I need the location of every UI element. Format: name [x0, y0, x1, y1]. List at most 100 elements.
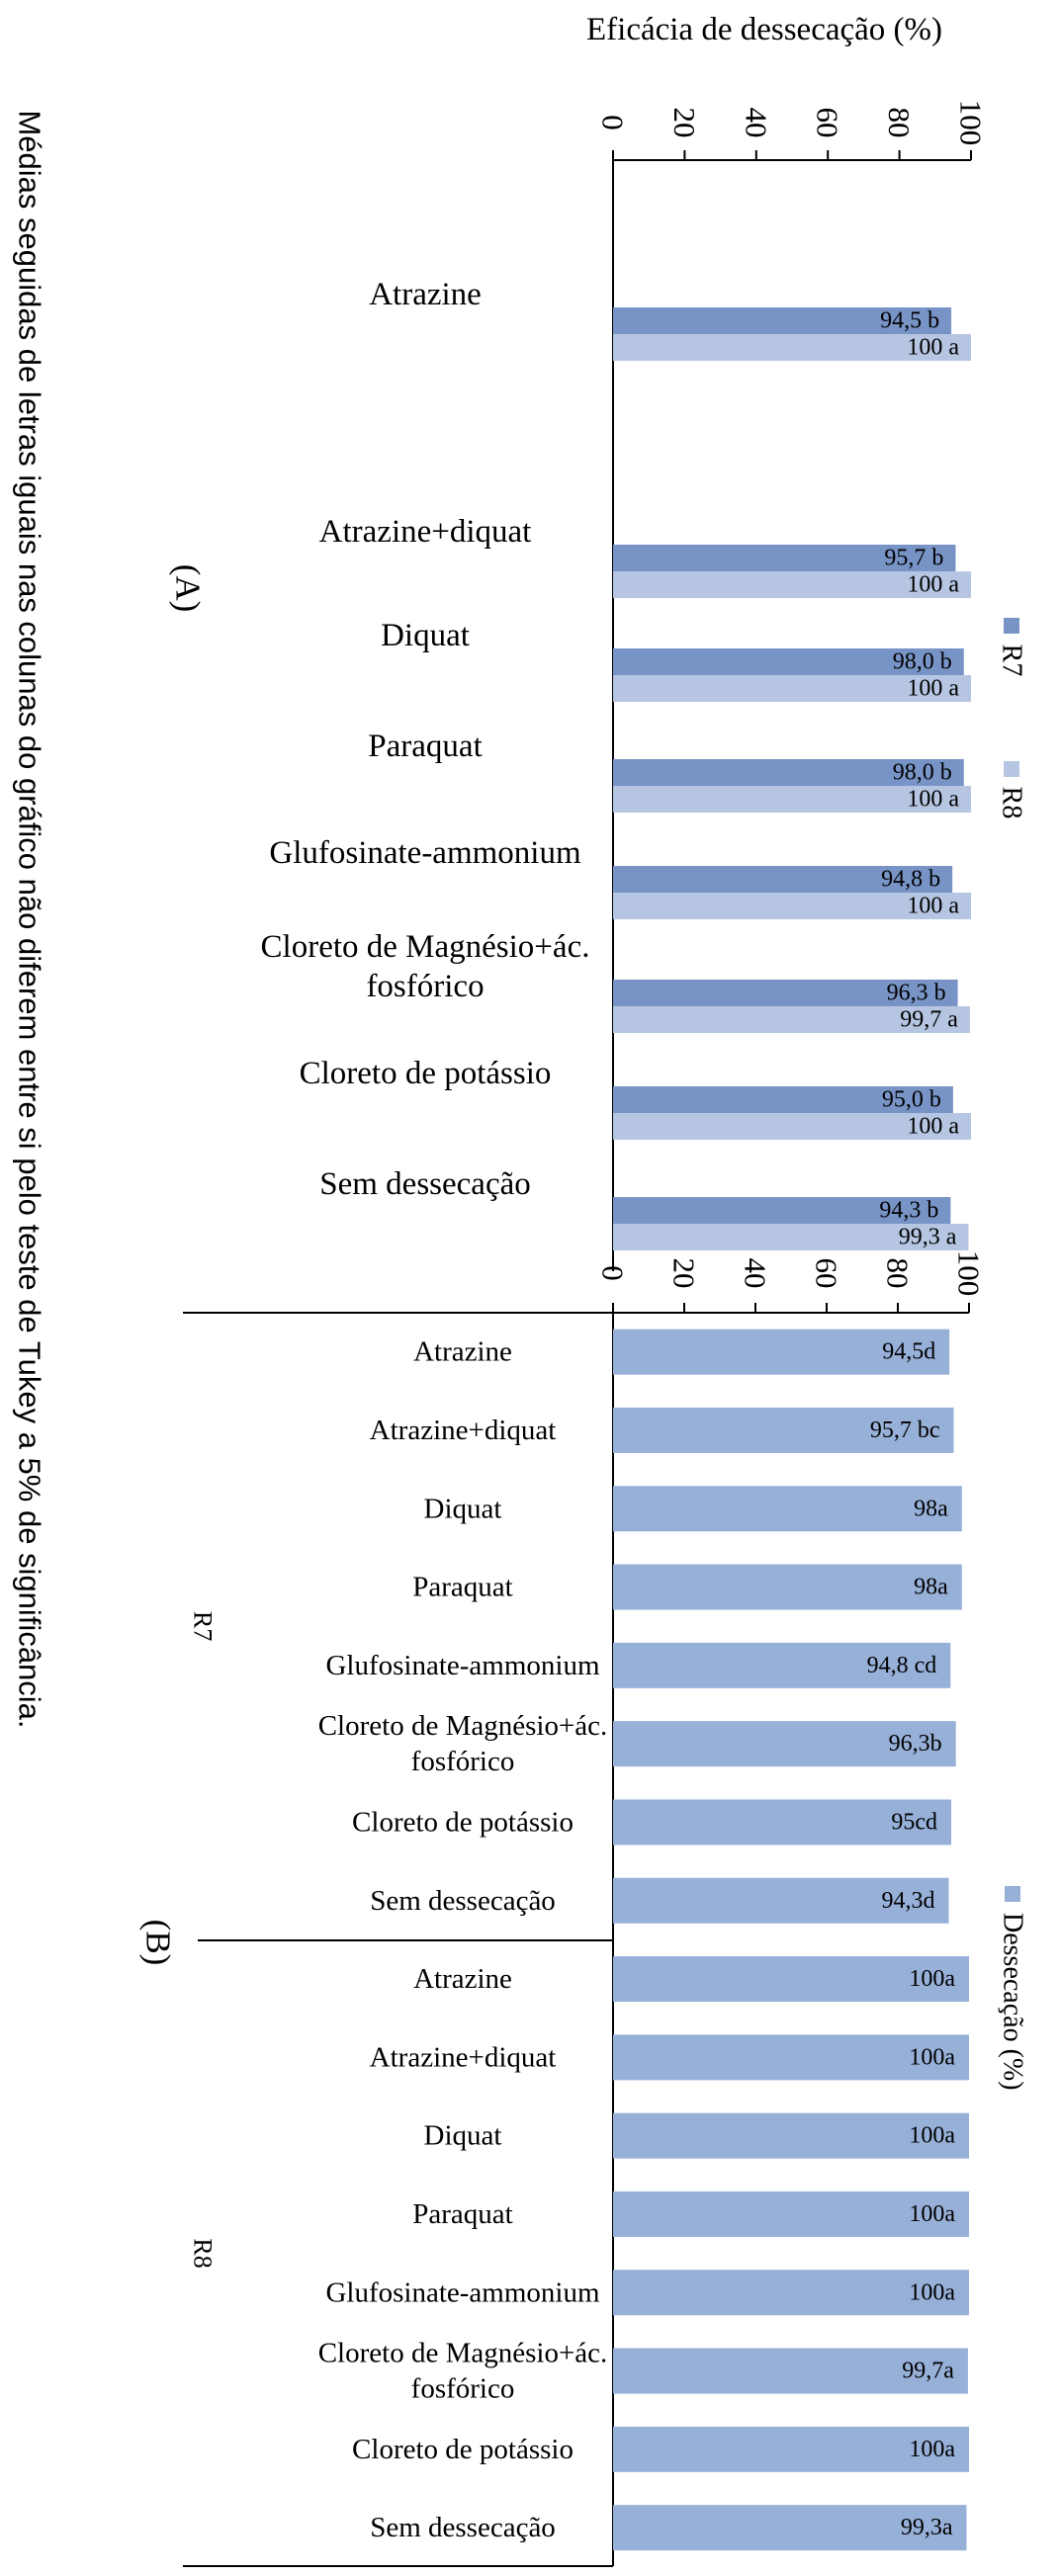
- panel-b-category-label: Cloreto de Magnésio+ác.: [318, 2338, 608, 2369]
- panel-b-data-label-r7: 96,3b: [889, 1731, 942, 1757]
- panel-b-tick-label: 20: [667, 1258, 702, 1289]
- panel-a-data-label-r7: 95,7 b: [884, 546, 943, 571]
- panel-a-data-label-r8: 99,3 a: [899, 1225, 957, 1250]
- panel-b-data-label-r8: 99,7a: [902, 2359, 954, 2384]
- panel-b-data-label-r7: 94,3d: [881, 1888, 934, 1914]
- panel-b-tick-label: 80: [881, 1258, 916, 1289]
- panel-a-data-label-r8: 100 a: [907, 787, 959, 813]
- panel-b-data-label-r7: 95cd: [891, 1809, 937, 1835]
- panel-a-data-label-r7: 96,3 b: [887, 981, 946, 1006]
- panel-a-category-label: Cloreto de Magnésio+ác.: [261, 929, 590, 965]
- panel-a-tick-label: 0: [596, 115, 631, 130]
- panel-b-chart: 0 20 40 60 80 100 (B) 94,5d Atrazine 95,7 bc Atraz…: [139, 1250, 1028, 2567]
- panel-a-tick-label: 100: [954, 100, 989, 146]
- legend-dessecacao-swatch: [1005, 1886, 1020, 1902]
- panel-a-bar-r7: [613, 759, 964, 786]
- panel-a-category-label: fosfórico: [366, 969, 484, 1004]
- panel-a-bar-r7: [613, 307, 952, 334]
- panel-a-bar-r8: [613, 675, 971, 702]
- panel-a-data-label-r7: 94,3 b: [879, 1198, 938, 1224]
- panel-b-bar-r8: [613, 1956, 969, 2003]
- panel-a-data-label-r8: 100 a: [907, 572, 959, 598]
- panel-b-category-label: Cloreto de Magnésio+ác.: [318, 1710, 608, 1742]
- panel-b-data-label-r8: 100a: [909, 1966, 955, 1992]
- panel-b-bar-r7: [613, 1799, 951, 1846]
- panel-b-tick-label: 0: [596, 1265, 631, 1281]
- panel-b-category-label: Atrazine: [413, 1336, 512, 1368]
- panel-a-data-label-r7: 94,5 b: [880, 308, 939, 334]
- panel-a-bar-r8: [613, 571, 971, 598]
- panel-a-bar-r7: [613, 545, 956, 571]
- panel-b-label: (B): [139, 1920, 178, 1966]
- significance-note: Médias seguidas de letras iguais nas col…: [13, 110, 47, 1728]
- legend-dessecacao-label: Dessecação (%): [998, 1913, 1028, 2091]
- panel-b-category-label: fosfórico: [411, 2373, 515, 2405]
- panel-b-tick-label: 60: [810, 1258, 844, 1289]
- panel-b-category-label: Cloreto de potássio: [352, 2434, 574, 2465]
- panel-b-data-label-r7: 95,7 bc: [870, 1417, 940, 1443]
- panel-b-data-label-r8: 100a: [909, 2279, 955, 2305]
- panel-a-tick-label: 60: [811, 108, 845, 138]
- legend-r7-swatch: [1004, 618, 1019, 634]
- panel-b-bar-r7: [613, 1564, 962, 1610]
- panel-a-category-label: Sem dessecação: [319, 1166, 531, 1202]
- panel-b-bar-r7: [613, 1329, 950, 1375]
- panel-b-tick-label: 40: [739, 1258, 773, 1289]
- panel-b-bar-r8: [613, 2426, 969, 2472]
- panel-a-data-label-r8: 100 a: [907, 676, 959, 702]
- panel-b-bar-r8: [613, 2112, 969, 2159]
- panel-a-category-label: Paraquat: [368, 729, 482, 764]
- panel-a-chart: 0 20 40 60 80 100 Eficácia de dessecação (%) (A…: [169, 12, 1027, 1271]
- panel-b-bar-r7: [613, 1721, 956, 1767]
- panel-a-bar-r8: [613, 334, 971, 361]
- panel-b-category-label: Paraquat: [412, 1572, 512, 1603]
- panel-b-bar-r8: [613, 2190, 969, 2237]
- panel-a-category-label: Atrazine: [369, 277, 482, 312]
- panel-a-tick-label: 20: [667, 108, 702, 138]
- panel-b-category-label: Paraquat: [412, 2198, 512, 2230]
- panel-a-data-label-r7: 98,0 b: [893, 760, 952, 786]
- panel-a-bar-r8: [613, 1006, 970, 1033]
- panel-b-tick-label: 100: [952, 1250, 987, 1297]
- panel-a-bar-r7: [613, 648, 964, 675]
- panel-b-data-label-r7: 98a: [914, 1575, 948, 1600]
- panel-b-group-label-r7: R7: [189, 1611, 218, 1641]
- panel-a-tick-label: 40: [739, 108, 773, 138]
- panel-b-category-label: Diquat: [424, 1493, 502, 1524]
- panel-b-data-label-r8: 100a: [909, 2437, 955, 2462]
- panel-b-data-label-r8: 99,3a: [901, 2515, 953, 2540]
- panel-a-category-label: Diquat: [381, 618, 470, 653]
- panel-b-bar-r7: [613, 1642, 951, 1688]
- panel-b-data-label-r7: 98a: [914, 1496, 948, 1521]
- panel-a-category-label: Glufosinate-ammonium: [269, 835, 581, 871]
- panel-a-data-label-r7: 94,8 b: [881, 867, 940, 893]
- panel-b-bar-r8: [613, 2505, 967, 2551]
- panel-a-bar-r8: [613, 1224, 969, 1250]
- panel-a-bar-r7: [613, 1197, 951, 1224]
- panel-b-category-label: fosfórico: [411, 1746, 515, 1777]
- panel-a-bar-r8: [613, 786, 971, 813]
- panel-a-data-label-r7: 95,0 b: [882, 1087, 941, 1113]
- panel-a-bar-r7: [613, 980, 958, 1006]
- panel-b-category-label: Atrazine+diquat: [370, 1415, 557, 1446]
- panel-a-bar-r8: [613, 1113, 971, 1140]
- panel-b-bar-r7: [613, 1407, 954, 1453]
- panel-b-category-label: Sem dessecação: [370, 1885, 556, 1917]
- panel-a-label: (A): [169, 564, 208, 613]
- panel-b-category-label: Glufosinate-ammonium: [325, 1650, 600, 1681]
- panel-b-bar-r7: [613, 1877, 949, 1924]
- panel-b-bar-r8: [613, 2348, 968, 2394]
- panel-b-data-label-r8: 100a: [909, 2201, 955, 2227]
- panel-a-bar-r7: [613, 866, 953, 893]
- panel-a-data-label-r8: 100 a: [907, 894, 959, 919]
- legend-r8-label: R8: [997, 787, 1027, 819]
- panel-a-data-label-r8: 99,7 a: [900, 1007, 958, 1033]
- panel-a-bar-r7: [613, 1086, 953, 1113]
- panel-b-category-label: Atrazine+diquat: [370, 2041, 557, 2073]
- panel-b-group-label-r8: R8: [189, 2238, 218, 2268]
- panel-b-category-label: Glufosinate-ammonium: [325, 2276, 600, 2308]
- panel-a-data-label-r8: 100 a: [907, 1114, 959, 1140]
- panel-a-data-label-r8: 100 a: [907, 335, 959, 361]
- panel-b-bar-r8: [613, 2270, 969, 2316]
